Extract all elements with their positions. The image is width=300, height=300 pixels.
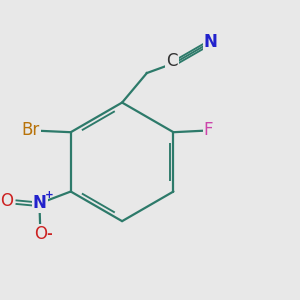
Text: -: - xyxy=(46,226,52,241)
Text: O: O xyxy=(0,192,13,210)
Text: Br: Br xyxy=(22,121,40,139)
Text: N: N xyxy=(33,194,46,212)
Text: +: + xyxy=(45,190,53,200)
Text: F: F xyxy=(204,121,213,139)
Text: N: N xyxy=(204,33,218,51)
Text: C: C xyxy=(167,52,178,70)
Text: O: O xyxy=(34,225,47,243)
